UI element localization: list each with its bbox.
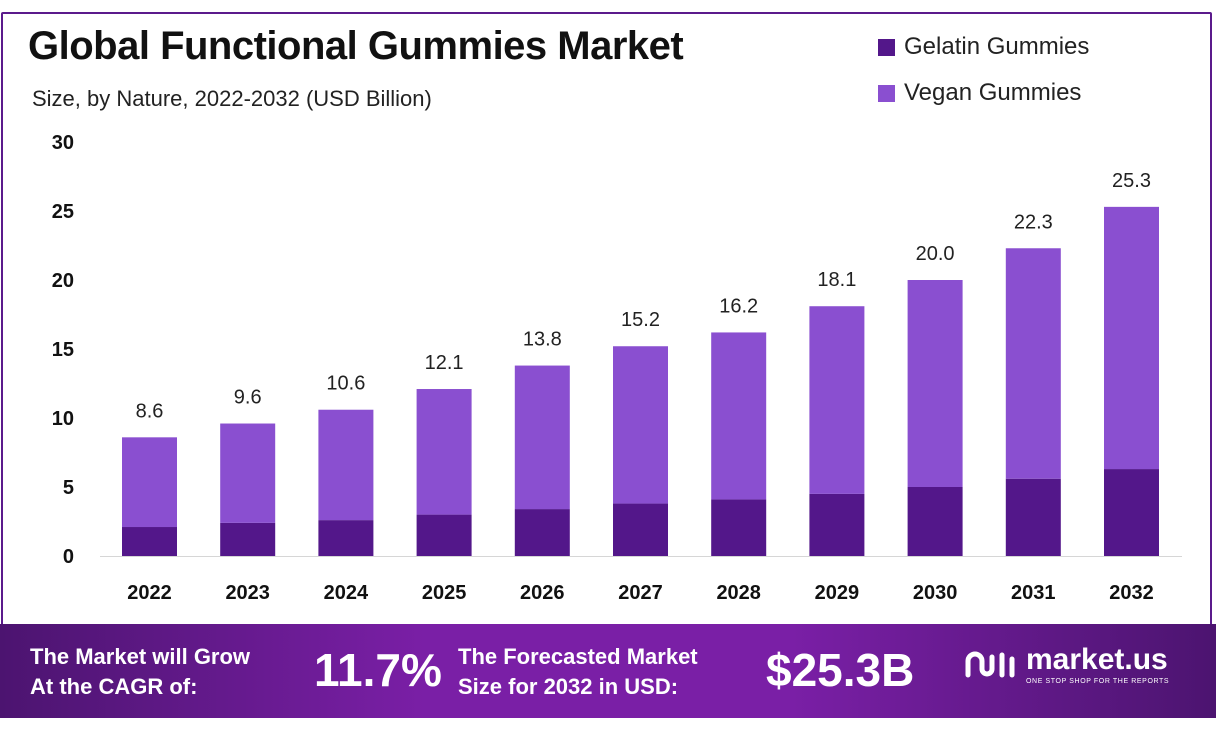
data-label-total: 16.2 xyxy=(719,295,758,317)
data-label-total: 12.1 xyxy=(425,352,464,374)
data-label-total: 20.0 xyxy=(916,243,955,265)
bar-vegan-gummies xyxy=(1005,248,1061,479)
legend-label-vegan: Vegan Gummies xyxy=(904,79,1082,106)
footer-banner: The Market will Grow At the CAGR of: 11.… xyxy=(0,624,1216,718)
x-tick-label: 2027 xyxy=(618,582,663,604)
y-tick-label: 20 xyxy=(52,270,74,292)
bar-gelatin-gummies xyxy=(1005,478,1061,556)
bar-vegan-gummies xyxy=(809,306,865,494)
y-tick-label: 30 xyxy=(52,132,74,154)
x-tick-label: 2030 xyxy=(913,582,958,604)
legend-swatch-vegan xyxy=(878,84,895,102)
data-label-total: 8.6 xyxy=(136,400,164,422)
data-label-total: 9.6 xyxy=(234,387,262,409)
data-label-total: 15.2 xyxy=(621,309,660,331)
bar-vegan-gummies xyxy=(416,389,472,515)
y-tick-label: 15 xyxy=(52,339,74,361)
y-tick-label: 5 xyxy=(63,477,74,499)
brand-name: market.us xyxy=(1026,643,1168,676)
forecast-label-line1: The Forecasted Market xyxy=(458,644,698,669)
forecast-value: $25.3B xyxy=(766,644,915,696)
x-tick-label: 2024 xyxy=(324,582,369,604)
bar-vegan-gummies xyxy=(1104,206,1159,470)
data-label-total: 25.3 xyxy=(1112,170,1151,192)
x-tick-label: 2029 xyxy=(815,582,860,604)
bar-vegan-gummies xyxy=(711,332,767,500)
x-tick-label: 2032 xyxy=(1109,582,1154,604)
cagr-label-line1: The Market will Grow xyxy=(30,644,251,669)
bar-gelatin-gummies xyxy=(907,487,963,556)
market-us-logo-text: market.us ONE STOP SHOP FOR THE REPORTS xyxy=(1026,643,1170,686)
legend-item-gelatin: Gelatin Gummies xyxy=(878,32,1089,62)
bar-gelatin-gummies xyxy=(1104,469,1159,556)
y-tick-label: 25 xyxy=(52,201,74,223)
bar-gelatin-gummies xyxy=(416,514,472,556)
legend-item-vegan: Vegan Gummies xyxy=(878,78,1089,108)
y-tick-label: 10 xyxy=(52,408,74,430)
cagr-label: The Market will Grow At the CAGR of: xyxy=(30,642,250,702)
x-tick-label: 2023 xyxy=(225,582,270,604)
data-label-total: 18.1 xyxy=(817,269,856,291)
chart-title: Global Functional Gummies Market xyxy=(28,24,684,68)
market-us-logo-icon xyxy=(965,651,1015,677)
x-tick-label: 2031 xyxy=(1011,582,1056,604)
legend-swatch-gelatin xyxy=(878,38,895,56)
bar-gelatin-gummies xyxy=(122,527,177,556)
bar-vegan-gummies xyxy=(220,423,276,523)
bar-vegan-gummies xyxy=(907,280,963,487)
legend-label-gelatin: Gelatin Gummies xyxy=(904,33,1090,60)
x-tick-label: 2022 xyxy=(127,582,172,604)
bar-gelatin-gummies xyxy=(809,493,865,556)
market-us-logo: market.us ONE STOP SHOP FOR THE REPORTS xyxy=(962,644,1169,685)
cagr-value: 11.7% xyxy=(314,644,442,696)
data-label-total: 13.8 xyxy=(523,329,562,351)
bar-vegan-gummies xyxy=(613,346,668,504)
bar-gelatin-gummies xyxy=(514,509,570,556)
bar-vegan-gummies xyxy=(122,437,177,528)
x-tick-label: 2026 xyxy=(520,582,565,604)
x-tick-label: 2025 xyxy=(422,582,467,604)
forecast-label-line2: Size for 2032 in USD: xyxy=(458,674,679,699)
bar-vegan-gummies xyxy=(514,365,570,510)
bar-gelatin-gummies xyxy=(318,520,374,556)
chart-subtitle: Size, by Nature, 2022-2032 (USD Billion) xyxy=(32,86,432,111)
legend: Gelatin Gummies Vegan Gummies xyxy=(878,32,1089,124)
cagr-label-line2: At the CAGR of: xyxy=(30,674,198,699)
forecast-label: The Forecasted Market Size for 2032 in U… xyxy=(458,642,698,702)
bar-gelatin-gummies xyxy=(613,503,668,556)
data-label-total: 10.6 xyxy=(326,373,365,395)
bar-gelatin-gummies xyxy=(220,522,276,556)
bar-chart: 0510152025308.620229.6202310.6202412.120… xyxy=(52,132,1182,604)
bar-gelatin-gummies xyxy=(711,499,767,556)
data-label-total: 22.3 xyxy=(1014,211,1053,233)
y-tick-label: 0 xyxy=(63,546,74,568)
bar-vegan-gummies xyxy=(318,409,374,521)
brand-tagline: ONE STOP SHOP FOR THE REPORTS xyxy=(1026,678,1170,685)
x-tick-label: 2028 xyxy=(716,582,761,604)
